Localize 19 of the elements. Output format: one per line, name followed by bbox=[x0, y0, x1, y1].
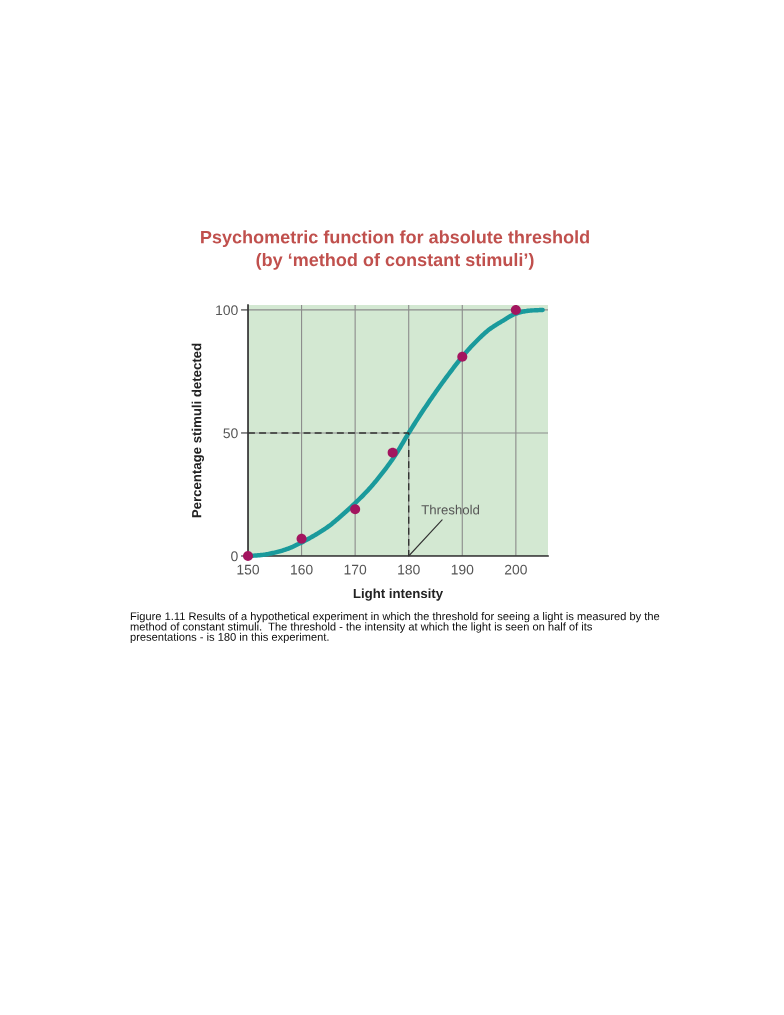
point bbox=[350, 504, 361, 515]
x-tick-label: 200 bbox=[504, 564, 527, 575]
chart-title: Psychometric function for absolute threshold (by ‘method of constant stimuli’) bbox=[201, 230, 589, 270]
y-tick-label: 0 bbox=[231, 551, 238, 562]
y-tick-label: 50 bbox=[223, 428, 238, 439]
x-tick-label: 160 bbox=[291, 564, 313, 575]
annotation: Threshold bbox=[421, 504, 480, 515]
x-tick-label: 150 bbox=[237, 564, 260, 575]
point bbox=[457, 351, 468, 362]
point bbox=[510, 304, 521, 315]
y-tick-label: 100 bbox=[216, 305, 238, 316]
caption: Figure 1.11 Results of a hypothetical experiment in which the threshold for seeing a light is measured by the method of constant stimuli. The threshold - the intensity at which the light is seen on half of its presentations - is 180 in this experiment. bbox=[130, 612, 660, 644]
x-tick-label: 180 bbox=[398, 564, 420, 575]
point bbox=[296, 533, 307, 544]
x-axis-title: Light intensity bbox=[353, 588, 444, 601]
x-tick-label: 190 bbox=[451, 564, 474, 575]
point bbox=[387, 447, 398, 458]
y-axis-title: Percentage stimuli detected bbox=[191, 343, 204, 518]
x-tick-label: 170 bbox=[344, 564, 367, 575]
